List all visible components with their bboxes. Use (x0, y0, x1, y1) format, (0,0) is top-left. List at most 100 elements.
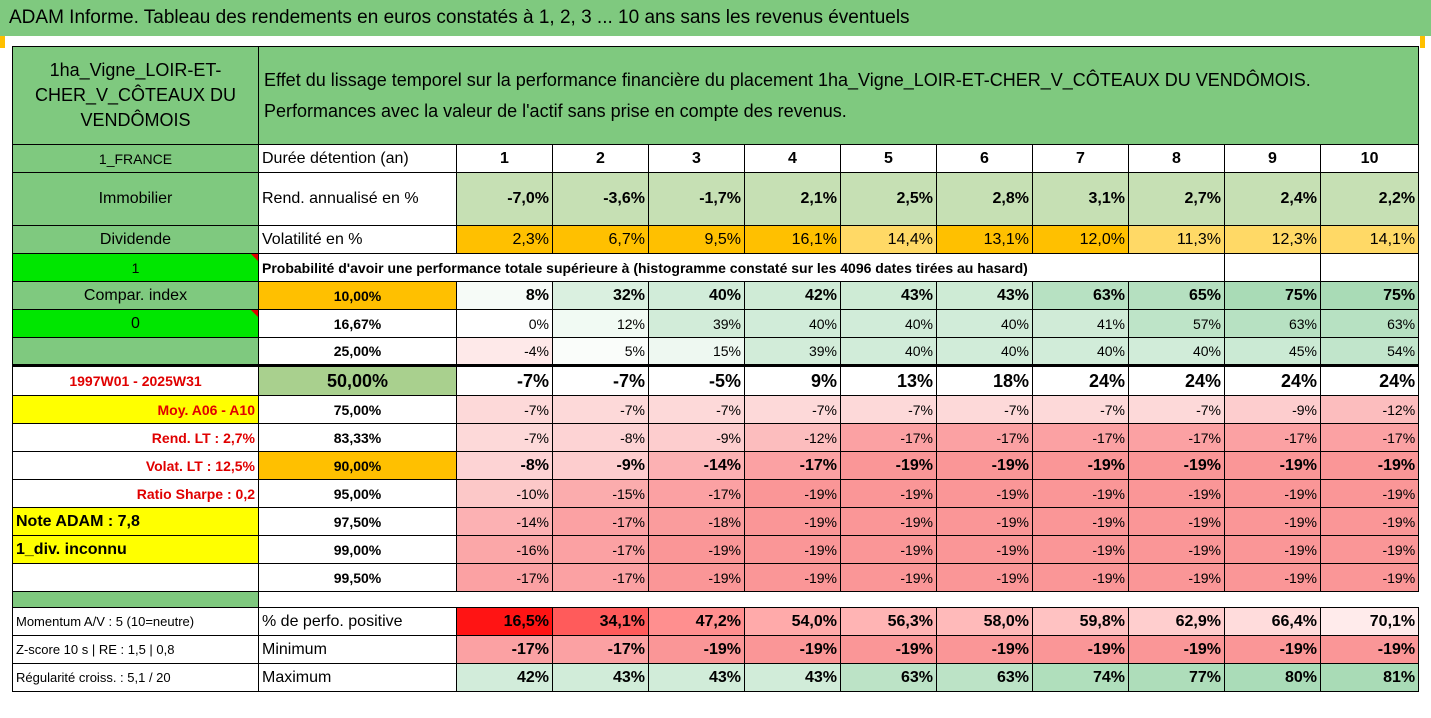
quantile-value-4: 39% (744, 337, 841, 366)
quantile-value-4: 42% (744, 281, 841, 310)
positive-perf-row-value-1: 16,5% (456, 607, 553, 636)
positive-perf-row-value-2: 34,1% (552, 607, 649, 636)
maximum-row-value-9: 80% (1224, 663, 1321, 692)
spacer-blank (259, 592, 1419, 608)
quantile-value-4: 40% (744, 309, 841, 338)
volatility-value-1: 2,3% (456, 225, 553, 254)
quantile-row: 1997W01 - 2025W31 50,00% -7% -7% -5% 9% 13% 18%… (12, 364, 1420, 396)
edge-marker-right (1420, 36, 1425, 48)
positive-perf-row-value-7: 59,8% (1032, 607, 1129, 636)
report-title: ADAM Informe. Tableau des rendements en … (0, 0, 1431, 36)
quantile-value-4: 9% (744, 364, 841, 396)
positive-perf-row-value-6: 58,0% (936, 607, 1033, 636)
quantile-value-9: -19% (1224, 451, 1321, 480)
quantile-value-8: 24% (1128, 364, 1225, 396)
quantile-value-9: 45% (1224, 337, 1321, 366)
quantile-value-7: 24% (1032, 364, 1129, 396)
year-header-1: 1 (456, 144, 553, 173)
year-header-5: 5 (840, 144, 937, 173)
performance-table: 1ha_Vigne_LOIR-ET-CHER_V_CÔTEAUX DU VEND… (12, 46, 1420, 692)
maximum-row-value-10: 81% (1319, 663, 1420, 692)
quantile-value-1: -17% (456, 563, 553, 592)
maximum-row-value-7: 74% (1032, 663, 1129, 692)
header-line-2: Performances avec la valeur de l'actif s… (264, 100, 847, 121)
probability-row: 1 Probabilité d'avoir une performance to… (12, 253, 1420, 282)
return-label: Rend. annualisé en % (258, 172, 457, 226)
quantile-value-1: -7% (456, 395, 553, 424)
quantile-value-3: -14% (648, 451, 745, 480)
quantile-value-1: -10% (456, 479, 553, 508)
quantile-value-4: -19% (744, 535, 841, 564)
average-label: Moy. A06 - A10 (12, 395, 259, 424)
quantile-value-5: 13% (840, 364, 937, 396)
volatility-value-10: 14,1% (1319, 225, 1420, 254)
maximum-row-value-1: 42% (456, 663, 553, 692)
quantile-value-10: -19% (1319, 535, 1420, 564)
quantile-value-1: 0% (456, 309, 553, 338)
edge-marker-left (0, 36, 5, 48)
return-row: Immobilier Rend. annualisé en % -7,0% -3,… (12, 172, 1420, 226)
quantile-value-3: -18% (648, 507, 745, 536)
quantile-value-9: -19% (1224, 535, 1321, 564)
quantile-value-3: -17% (648, 479, 745, 508)
year-header-8: 8 (1128, 144, 1225, 173)
year-header-2: 2 (552, 144, 649, 173)
quantile-value-6: -19% (936, 479, 1033, 508)
minimum-row-value-1: -17% (456, 635, 553, 664)
quantile-value-5: 40% (840, 309, 937, 338)
positive-perf-row-value-9: 66,4% (1224, 607, 1321, 636)
empty-cell (12, 563, 259, 592)
quantile-value-6: 40% (936, 337, 1033, 366)
quantile-value-2: -17% (552, 507, 649, 536)
quantile-value-7: -19% (1032, 535, 1129, 564)
positive-perf-row-value-10: 70,1% (1319, 607, 1420, 636)
year-header-3: 3 (648, 144, 745, 173)
quantile-value-7: 63% (1032, 281, 1129, 310)
minimum-row-value-8: -19% (1128, 635, 1225, 664)
quantile-row: Note ADAM : 7,8 97,50% -14% -17% -18% -19% -19… (12, 507, 1420, 536)
quantile-label: 99,00% (258, 535, 457, 564)
quantile-value-2: 5% (552, 337, 649, 366)
quantile-value-3: -7% (648, 395, 745, 424)
maximum-row-left-label: Régularité croiss. : 5,1 / 20 (12, 663, 259, 692)
quantile-value-8: 40% (1128, 337, 1225, 366)
quantile-value-5: -19% (840, 451, 937, 480)
quantile-value-9: -19% (1224, 507, 1321, 536)
positive-perf-row-value-3: 47,2% (648, 607, 745, 636)
duration-label: Durée détention (an) (258, 144, 457, 173)
asset-name: 1ha_Vigne_LOIR-ET-CHER_V_CÔTEAUX DU VEND… (12, 46, 259, 145)
quantile-value-5: -19% (840, 535, 937, 564)
year-header-6: 6 (936, 144, 1033, 173)
quantile-value-5: -7% (840, 395, 937, 424)
quantile-value-10: -19% (1319, 479, 1420, 508)
probability-empty-10 (1319, 253, 1420, 282)
quantile-value-7: -17% (1032, 423, 1129, 452)
return-value-4: 2,1% (744, 172, 841, 226)
quantile-value-3: 15% (648, 337, 745, 366)
category-label: Immobilier (12, 172, 259, 226)
quantile-value-9: 63% (1224, 309, 1321, 338)
quantile-value-6: 18% (936, 364, 1033, 396)
quantile-value-5: 40% (840, 337, 937, 366)
quantile-value-10: -12% (1319, 395, 1420, 424)
period-label: 1997W01 - 2025W31 (12, 364, 259, 396)
compar-index-label: Compar. index (12, 281, 259, 310)
quantile-value-8: -19% (1128, 507, 1225, 536)
performance-sheet: 1ha_Vigne_LOIR-ET-CHER_V_CÔTEAUX DU VEND… (12, 46, 1420, 710)
volatility-value-5: 14,4% (840, 225, 937, 254)
dividend-label: Dividende (12, 225, 259, 254)
quantile-label: 90,00% (258, 451, 457, 480)
minimum-row-value-5: -19% (840, 635, 937, 664)
year-header-9: 9 (1224, 144, 1321, 173)
quantile-label: 75,00% (258, 395, 457, 424)
volatility-row: Dividende Volatilité en % 2,3% 6,7% 9,5% 16… (12, 225, 1420, 254)
spacer-row (12, 591, 1419, 608)
quantile-value-10: 63% (1319, 309, 1420, 338)
volatility-value-9: 12,3% (1224, 225, 1321, 254)
quantile-label: 83,33% (258, 423, 457, 452)
quantile-value-4: -19% (744, 563, 841, 592)
quantile-row: 25,00% -4% 5% 15% 39% 40% 40% 40% 40% 45% 54% (12, 337, 1420, 366)
volatility-label: Volatilité en % (258, 225, 457, 254)
quantile-value-2: -9% (552, 451, 649, 480)
